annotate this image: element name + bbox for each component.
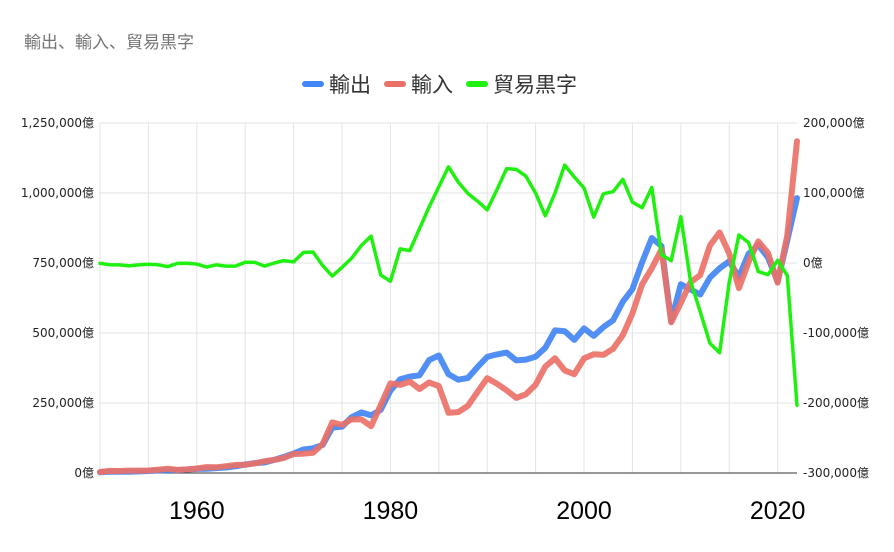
y-right-tick-label: 0億 <box>803 256 823 270</box>
y-left-tick-label: 250,000億 <box>32 396 94 410</box>
series-line-2 <box>97 138 800 475</box>
x-tick-label: 1980 <box>363 497 419 525</box>
legend-label-2: 輸入 <box>411 73 453 97</box>
y-right-tick-label: -300,000億 <box>803 466 869 480</box>
series-line-3 <box>98 163 799 408</box>
legend: 輸出 輸入 貿易黒字 <box>302 73 577 97</box>
y-right-tick-label: -200,000億 <box>803 396 869 410</box>
series-layer <box>97 138 800 476</box>
y-left-tick-label: 500,000億 <box>32 326 94 340</box>
legend-label-1: 輸出 <box>329 73 371 97</box>
axis-layer: 0億 250,000億 500,000億 750,000億 1,000,000億 1,25… <box>21 116 869 525</box>
y-right-tick-label: 100,000億 <box>803 186 865 200</box>
series-line-1 <box>97 195 800 476</box>
y-left-tick-label: 1,250,000億 <box>21 116 94 130</box>
x-tick-label: 1960 <box>169 497 225 525</box>
x-tick-label: 2000 <box>556 497 612 525</box>
chart-title: 輸出、輸入、貿易黒字 <box>24 33 194 53</box>
x-tick-label: 2020 <box>750 497 806 525</box>
legend-label-3: 貿易黒字 <box>493 73 577 97</box>
y-left-tick-label: 0億 <box>74 466 94 480</box>
y-right-tick-label: -100,000億 <box>803 326 869 340</box>
grid-layer <box>99 122 797 474</box>
y-left-tick-label: 750,000億 <box>32 256 94 270</box>
y-left-tick-label: 1,000,000億 <box>21 186 94 200</box>
y-right-tick-label: 200,000億 <box>803 116 865 130</box>
